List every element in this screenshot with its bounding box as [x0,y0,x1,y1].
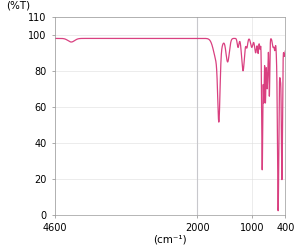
X-axis label: (cm⁻¹): (cm⁻¹) [153,234,187,244]
Y-axis label: (%T): (%T) [6,1,30,11]
